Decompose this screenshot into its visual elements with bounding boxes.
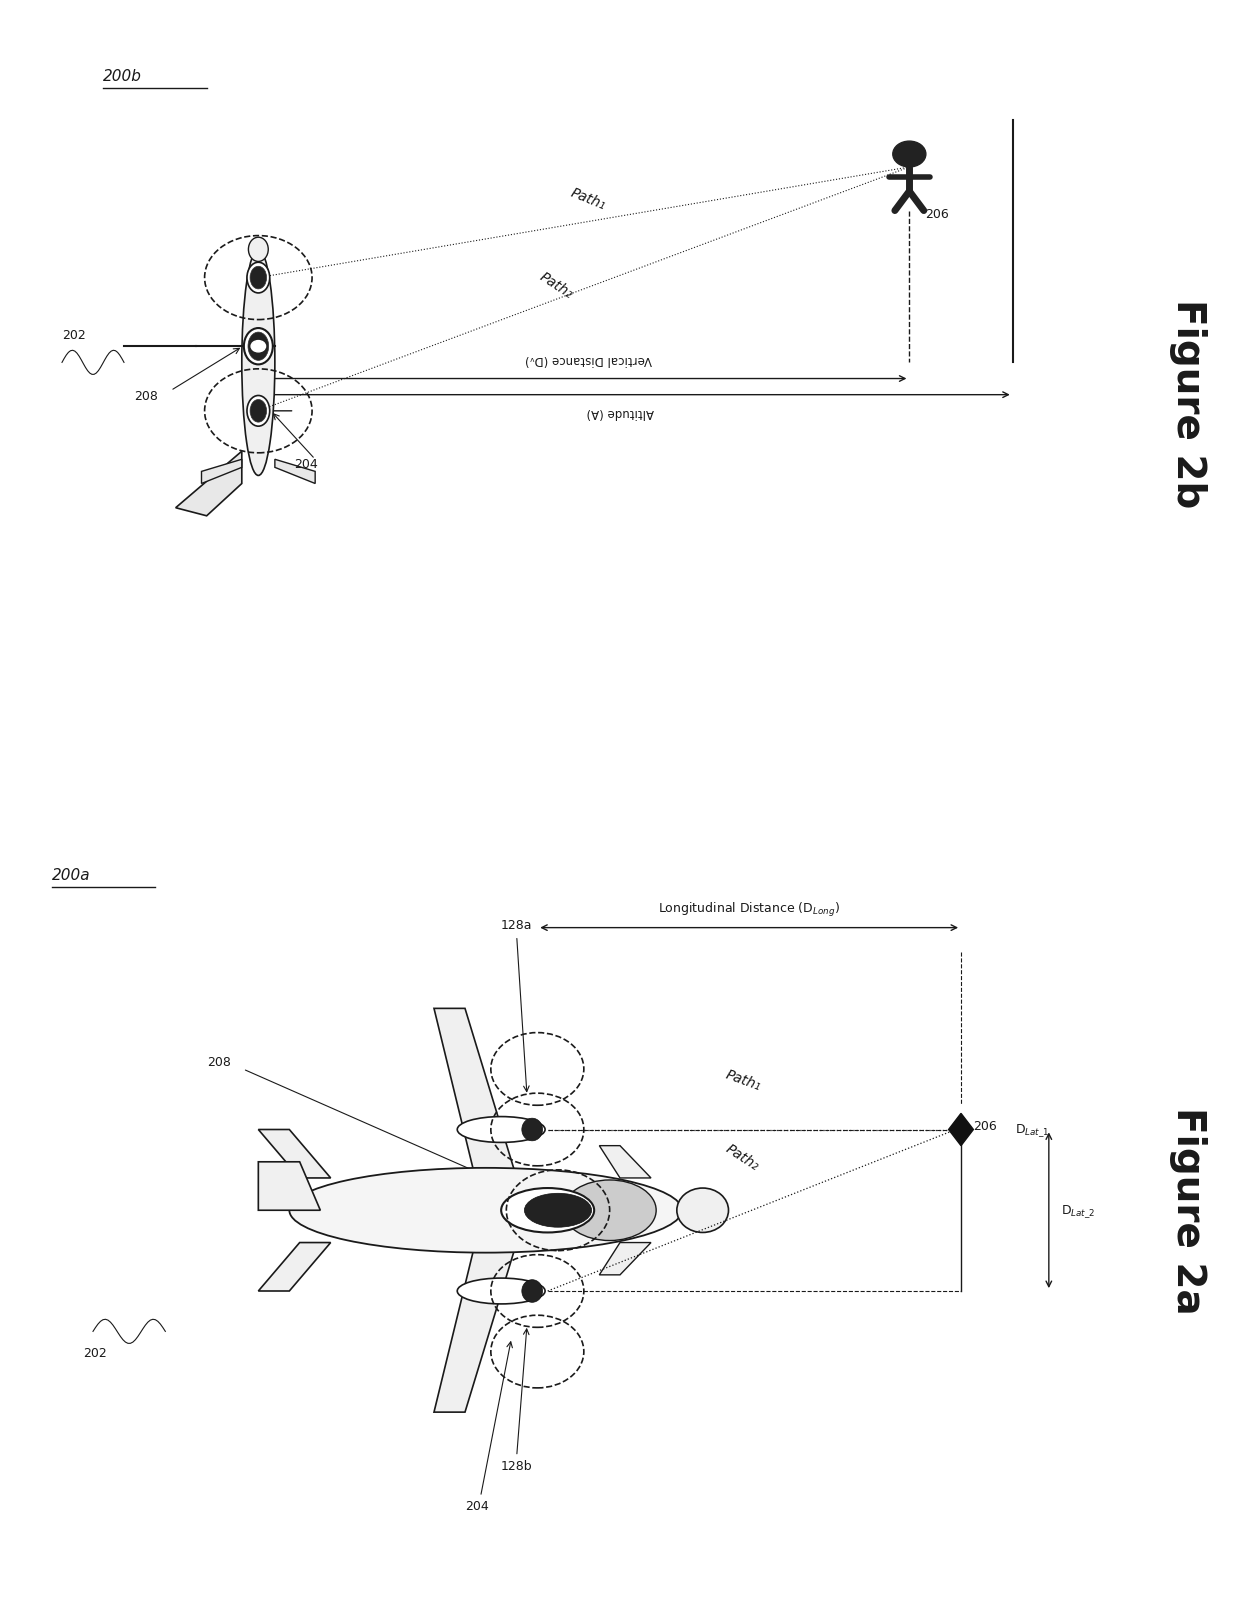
Text: Vertical Distance (Dᵥ): Vertical Distance (Dᵥ) [526,353,652,366]
Polygon shape [201,460,242,484]
Text: 208: 208 [207,1056,231,1068]
Ellipse shape [248,237,268,261]
Ellipse shape [522,1119,543,1141]
Text: 204: 204 [295,458,319,471]
Ellipse shape [677,1188,729,1233]
Ellipse shape [458,1117,546,1143]
Ellipse shape [501,1188,594,1233]
Text: Figure 2b: Figure 2b [1169,299,1208,508]
Polygon shape [258,1162,320,1210]
Ellipse shape [250,266,267,291]
Ellipse shape [563,1180,656,1241]
Text: 202: 202 [62,329,86,342]
Polygon shape [258,1243,331,1291]
Ellipse shape [522,1280,543,1302]
Text: D$_{Lat\_2}$: D$_{Lat\_2}$ [1061,1202,1096,1219]
Text: 206: 206 [973,1120,997,1133]
Circle shape [893,142,926,168]
Polygon shape [275,460,315,484]
Text: 206: 206 [925,208,949,221]
Text: D$_{Lat\_1}$: D$_{Lat\_1}$ [1014,1122,1049,1138]
Text: Path₁: Path₁ [723,1067,763,1093]
Ellipse shape [248,332,269,362]
Ellipse shape [247,397,270,426]
Polygon shape [949,1114,973,1146]
Polygon shape [176,452,242,516]
Text: Longitudinal Distance (D$_{Long}$): Longitudinal Distance (D$_{Long}$) [658,901,841,918]
Text: Path₂: Path₂ [723,1141,761,1173]
Ellipse shape [244,329,273,365]
Text: Figure 2a: Figure 2a [1169,1107,1208,1314]
Ellipse shape [525,1194,591,1227]
Text: 200a: 200a [52,868,91,883]
Circle shape [250,342,265,353]
Text: 202: 202 [83,1346,107,1359]
Ellipse shape [458,1278,546,1304]
Polygon shape [434,1243,517,1412]
Ellipse shape [250,400,267,423]
Text: Altitude (A): Altitude (A) [587,405,653,418]
Text: 128a: 128a [501,918,533,931]
Text: 208: 208 [134,389,159,402]
Ellipse shape [247,263,270,294]
Polygon shape [434,1009,517,1178]
Text: 204: 204 [465,1499,489,1512]
Text: 200b: 200b [103,69,143,84]
Polygon shape [599,1146,651,1178]
Ellipse shape [242,250,275,476]
Text: Path₂: Path₂ [537,270,575,302]
Polygon shape [599,1243,651,1275]
Text: 128b: 128b [501,1459,533,1472]
Ellipse shape [289,1169,682,1252]
Text: Path₁: Path₁ [568,186,608,213]
Polygon shape [258,1130,331,1178]
